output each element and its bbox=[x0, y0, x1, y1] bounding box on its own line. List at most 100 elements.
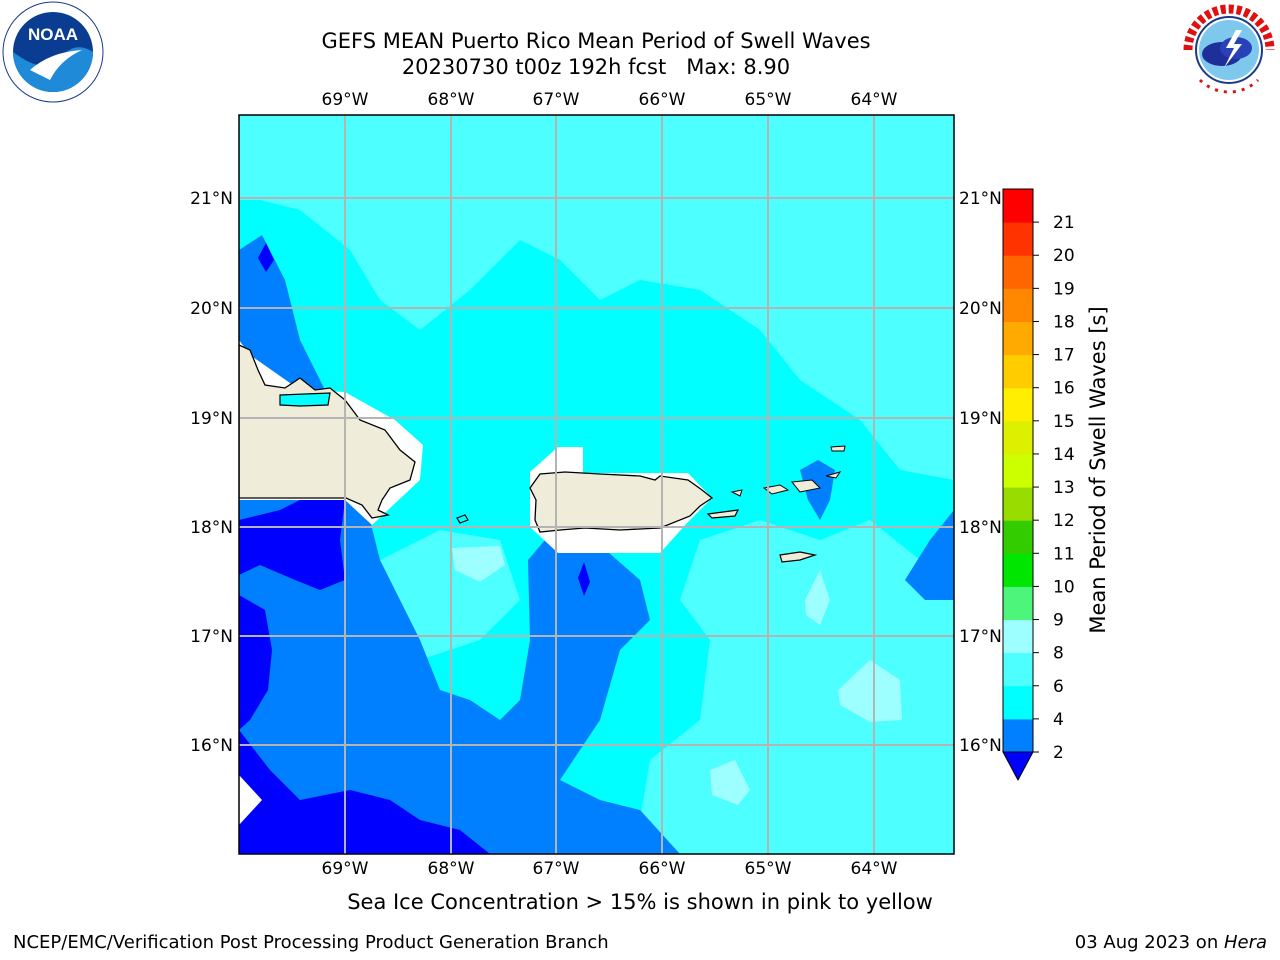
land-hispaniola bbox=[239, 344, 416, 519]
swell-below-2-region-2 bbox=[239, 595, 272, 730]
lat-tick-left: 21°N bbox=[190, 189, 233, 209]
lon-tick-top: 69°W bbox=[322, 90, 369, 110]
lon-tick-bottom: 66°W bbox=[639, 859, 686, 879]
island-anegada bbox=[830, 445, 846, 452]
colorbar-segment bbox=[1003, 189, 1033, 223]
lon-tick-bottom: 65°W bbox=[745, 859, 792, 879]
no-data-patch bbox=[239, 775, 262, 825]
colorbar: 2 4 6 8 9 10 11 12 13 14 15 16 17 18 19 20 21 bbox=[1002, 188, 1075, 782]
lon-tick-bottom: 68°W bbox=[428, 859, 475, 879]
colorbar-tick-label: 16 bbox=[1053, 379, 1075, 399]
swell-8-9-patch-1 bbox=[452, 546, 505, 582]
lon-tick-bottom: 64°W bbox=[851, 859, 898, 879]
colorbar-segment bbox=[1003, 685, 1033, 720]
lon-tick-top: 64°W bbox=[851, 90, 898, 110]
colorbar-tick-label: 20 bbox=[1053, 246, 1075, 266]
island-st-croix bbox=[779, 551, 818, 563]
lat-tick-left: 17°N bbox=[190, 627, 233, 647]
colorbar-segment bbox=[1003, 553, 1033, 587]
lat-tick-right: 17°N bbox=[959, 627, 1002, 647]
colorbar-tick-label: 19 bbox=[1053, 279, 1075, 299]
swell-8-9-patch-3 bbox=[838, 660, 902, 722]
colorbar-segment bbox=[1003, 288, 1033, 322]
colorbar-tick-label: 2 bbox=[1053, 743, 1064, 763]
colorbar-segment bbox=[1003, 619, 1033, 654]
island-vieques bbox=[706, 509, 740, 519]
colorbar-tick-label: 11 bbox=[1053, 544, 1075, 564]
colorbar-frame bbox=[1002, 188, 1034, 753]
lat-tick-right: 16°N bbox=[959, 736, 1002, 756]
colorbar-segment bbox=[1003, 354, 1033, 389]
swell-8-9-patch-2 bbox=[805, 570, 830, 625]
lat-tick-left: 18°N bbox=[190, 518, 233, 538]
lon-tick-top: 65°W bbox=[745, 90, 792, 110]
lon-tick-bottom: 67°W bbox=[533, 859, 580, 879]
land-bay-outline bbox=[279, 392, 331, 407]
lat-tick-left: 16°N bbox=[190, 736, 233, 756]
colorbar-segment bbox=[1003, 586, 1033, 621]
lat-tick-right: 18°N bbox=[959, 518, 1002, 538]
colorbar-tick-label: 10 bbox=[1053, 577, 1075, 597]
colorbar-tick-label: 18 bbox=[1053, 312, 1075, 332]
island-tortola bbox=[791, 479, 822, 493]
chart-title-line1: GEFS MEAN Puerto Rico Mean Period of Swe… bbox=[321, 29, 871, 53]
lon-tick-top: 66°W bbox=[639, 90, 686, 110]
swell-8-9-patch-4 bbox=[710, 760, 750, 805]
lon-ticks-top: 69°W 68°W 67°W 66°W 65°W 64°W bbox=[322, 90, 898, 110]
swell-below-2-patch-north bbox=[258, 243, 274, 272]
colorbar-segment bbox=[1003, 321, 1033, 356]
land-puerto-rico bbox=[529, 471, 714, 533]
map-frame bbox=[238, 114, 955, 855]
lat-tick-right: 21°N bbox=[959, 189, 1002, 209]
colorbar-tick-label: 21 bbox=[1053, 213, 1075, 233]
colorbar-tick-label: 8 bbox=[1053, 644, 1064, 664]
lat-tick-left: 20°N bbox=[190, 299, 233, 319]
colorbar-segment bbox=[1003, 222, 1033, 256]
map-area bbox=[239, 115, 954, 854]
colorbar-tick-label: 17 bbox=[1053, 346, 1075, 366]
chart-title-line2: 20230730 t00z 192h fcst Max: 8.90 bbox=[401, 55, 791, 79]
footer-credit: NCEP/EMC/Verification Post Processing Pr… bbox=[13, 932, 609, 953]
sea-ice-note: Sea Ice Concentration > 15% is shown in … bbox=[347, 890, 933, 914]
colorbar-tick-label: 15 bbox=[1053, 412, 1075, 432]
colorbar-segment bbox=[1003, 652, 1033, 687]
island-st-thomas bbox=[762, 484, 790, 495]
footer-date: 03 Aug 2023 on Hera bbox=[1075, 932, 1267, 953]
colorbar-segment bbox=[1003, 420, 1033, 455]
island-culebra bbox=[730, 489, 743, 497]
colorbar-tick-label: 4 bbox=[1053, 710, 1064, 730]
island-virgin-gorda bbox=[825, 471, 842, 479]
colorbar-tick-label: 9 bbox=[1053, 611, 1064, 631]
lat-tick-left: 19°N bbox=[190, 409, 233, 429]
lon-tick-bottom: 69°W bbox=[322, 859, 369, 879]
lat-tick-right: 19°N bbox=[959, 409, 1002, 429]
colorbar-tick-label: 14 bbox=[1053, 445, 1075, 465]
colorbar-segment bbox=[1003, 520, 1033, 554]
lon-tick-top: 67°W bbox=[533, 90, 580, 110]
lat-ticks-left: 21°N 20°N 19°N 18°N 17°N 16°N bbox=[190, 189, 233, 756]
colorbar-segment bbox=[1003, 255, 1033, 289]
noaa-logo: NOAA bbox=[2, 1, 104, 103]
colorbar-tick-label: 12 bbox=[1053, 511, 1075, 531]
swell-below-2-region-3 bbox=[239, 730, 490, 854]
swell-below-2-region-1 bbox=[239, 500, 345, 590]
island-mona bbox=[456, 514, 469, 524]
swell-6-8-region-north bbox=[239, 115, 954, 480]
colorbar-segment bbox=[1003, 387, 1033, 422]
colorbar-segment bbox=[1003, 718, 1033, 753]
map-grid bbox=[239, 115, 954, 854]
swell-2-4-region-southwest bbox=[239, 235, 680, 854]
noaa-logo-text: NOAA bbox=[28, 25, 78, 44]
colorbar-label: Mean Period of Swell Waves [s] bbox=[1086, 306, 1110, 633]
lat-tick-right: 20°N bbox=[959, 299, 1002, 319]
lon-tick-top: 68°W bbox=[428, 90, 475, 110]
nws-logo bbox=[1183, 4, 1275, 96]
swell-2-4-region-bvi bbox=[800, 460, 835, 520]
footer-host: Hera bbox=[1223, 932, 1267, 953]
colorbar-tick-label: 6 bbox=[1053, 677, 1064, 697]
swell-below-2-patch-pr bbox=[578, 562, 590, 596]
colorbar-tick-label: 13 bbox=[1053, 478, 1075, 498]
footer-date-text: 03 Aug 2023 on bbox=[1074, 932, 1224, 953]
lon-ticks-bottom: 69°W 68°W 67°W 66°W 65°W 64°W bbox=[322, 859, 898, 879]
